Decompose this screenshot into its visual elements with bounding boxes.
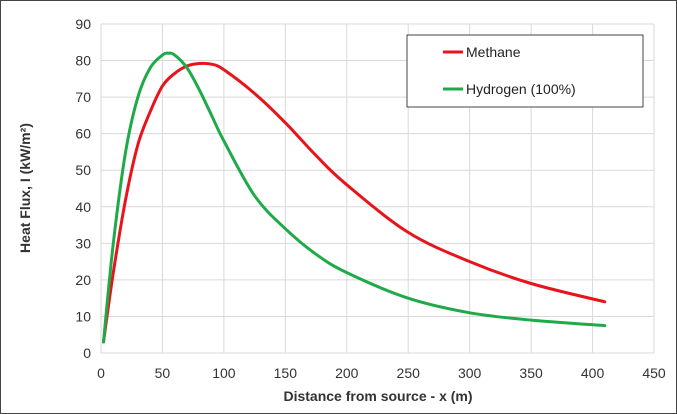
x-tick-label: 450 <box>642 365 666 381</box>
y-tick-label: 0 <box>83 345 91 361</box>
axes: 0 10 20 30 40 50 60 70 80 90 0 50 100 150 200 250 300 350… <box>75 16 665 381</box>
y-tick-label: 40 <box>75 199 91 215</box>
methane-series-line <box>102 61 607 344</box>
x-tick-label: 50 <box>155 365 171 381</box>
legend-methane-label: Methane <box>466 44 521 60</box>
series-layer <box>102 51 607 344</box>
y-tick-label: 60 <box>75 126 91 142</box>
x-tick-label: 350 <box>519 365 543 381</box>
x-tick-label: 300 <box>458 365 482 381</box>
x-tick-label: 400 <box>581 365 605 381</box>
y-tick-label: 50 <box>75 162 91 178</box>
y-tick-label: 90 <box>75 16 91 32</box>
x-tick-label: 200 <box>335 365 359 381</box>
legend-box <box>406 34 644 108</box>
y-axis-title: Heat Flux, I (kW/m²) <box>17 123 33 253</box>
legend-hydrogen-label: Hydrogen (100%) <box>466 81 576 97</box>
x-tick-label: 100 <box>212 365 236 381</box>
legend: Methane Hydrogen (100%) <box>406 34 644 108</box>
x-tick-label: 0 <box>97 365 105 381</box>
x-tick-label: 250 <box>397 365 421 381</box>
y-tick-label: 80 <box>75 53 91 69</box>
y-tick-label: 20 <box>75 272 91 288</box>
x-tick-label: 150 <box>274 365 298 381</box>
hydrogen-series-line <box>102 51 607 344</box>
y-tick-label: 70 <box>75 89 91 105</box>
x-axis-title: Distance from source - x (m) <box>283 388 472 404</box>
y-tick-label: 10 <box>75 308 91 324</box>
grid <box>100 23 655 354</box>
y-tick-label: 30 <box>75 235 91 251</box>
